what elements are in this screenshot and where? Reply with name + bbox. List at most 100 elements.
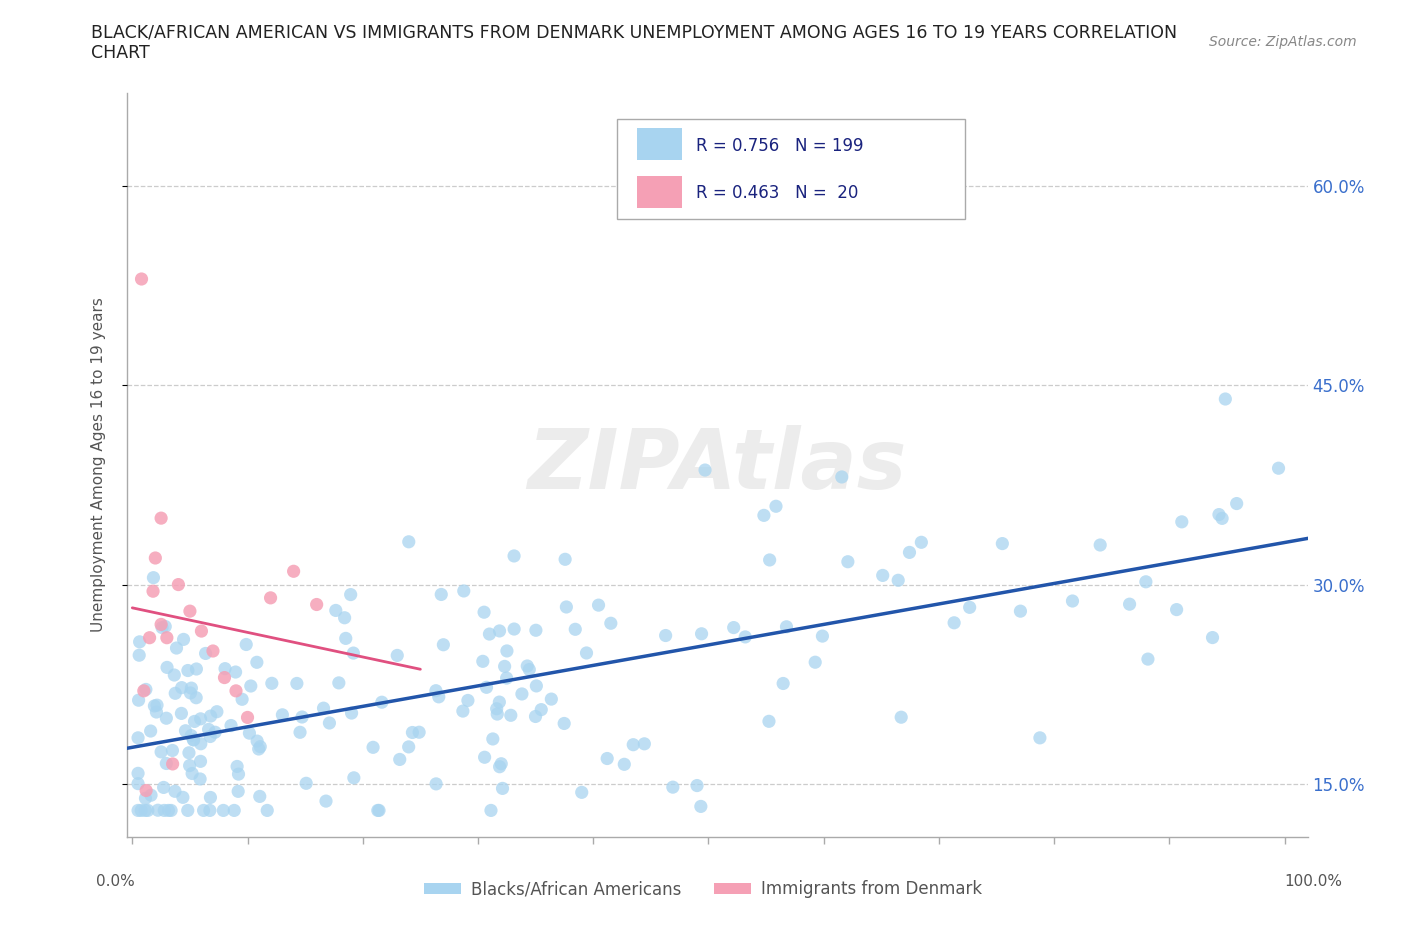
Point xyxy=(188,772,211,787)
Point xyxy=(142,570,165,585)
Point xyxy=(494,659,516,674)
Point xyxy=(482,732,505,747)
Point xyxy=(167,578,190,592)
Point xyxy=(1208,507,1230,522)
Point xyxy=(150,617,173,631)
Point xyxy=(599,616,621,631)
Point xyxy=(128,693,150,708)
Point xyxy=(179,758,201,773)
Point xyxy=(524,623,547,638)
Point xyxy=(177,663,200,678)
Y-axis label: Unemployment Among Ages 16 to 19 years: Unemployment Among Ages 16 to 19 years xyxy=(91,298,105,632)
Point xyxy=(162,756,184,771)
FancyBboxPatch shape xyxy=(617,119,965,219)
Point xyxy=(177,745,200,760)
Point xyxy=(249,739,271,754)
Text: Source: ZipAtlas.com: Source: ZipAtlas.com xyxy=(1209,35,1357,49)
Point xyxy=(134,790,156,805)
Point xyxy=(136,803,159,817)
Point xyxy=(654,628,676,643)
Point xyxy=(342,645,364,660)
Point xyxy=(479,803,502,817)
Bar xyxy=(637,127,682,160)
Point xyxy=(156,631,179,645)
Point xyxy=(152,780,174,795)
Point xyxy=(226,784,249,799)
Point xyxy=(295,776,318,790)
Point xyxy=(1267,460,1289,475)
Point xyxy=(325,603,347,618)
Point xyxy=(371,695,394,710)
Point xyxy=(890,710,912,724)
Point xyxy=(555,600,578,615)
Point xyxy=(135,682,157,697)
Point xyxy=(146,803,169,817)
Point xyxy=(145,705,167,720)
Point xyxy=(247,741,270,756)
Point xyxy=(174,724,197,738)
Point xyxy=(235,637,257,652)
Point xyxy=(453,583,475,598)
Point xyxy=(693,462,716,477)
Point xyxy=(503,549,526,564)
Point xyxy=(517,662,540,677)
Point xyxy=(162,743,184,758)
Point xyxy=(831,470,853,485)
Text: 100.0%: 100.0% xyxy=(1285,874,1343,889)
Point xyxy=(485,701,508,716)
Point xyxy=(129,803,152,817)
Point xyxy=(186,661,208,676)
Point xyxy=(488,759,510,774)
Point xyxy=(1118,597,1140,612)
Point xyxy=(474,750,496,764)
Point xyxy=(200,790,222,804)
Point xyxy=(689,799,711,814)
Point xyxy=(1062,593,1084,608)
Point xyxy=(472,604,495,619)
Point xyxy=(662,779,685,794)
Point xyxy=(127,730,149,745)
Point xyxy=(127,777,149,791)
Point xyxy=(457,693,479,708)
Point xyxy=(361,740,384,755)
Point xyxy=(475,680,498,695)
Point xyxy=(1010,604,1032,618)
Point xyxy=(228,766,250,781)
Point xyxy=(260,676,283,691)
Point xyxy=(225,665,247,680)
Point xyxy=(150,620,173,635)
Point xyxy=(238,725,260,740)
Point xyxy=(170,680,193,695)
Point xyxy=(496,644,519,658)
Point xyxy=(723,620,745,635)
Point xyxy=(387,648,409,663)
Point xyxy=(430,587,453,602)
Point xyxy=(765,498,787,513)
Point xyxy=(315,793,337,808)
Point xyxy=(193,803,215,817)
Point xyxy=(194,646,217,661)
Point xyxy=(173,632,195,647)
Point xyxy=(150,511,173,525)
Point xyxy=(368,803,391,817)
Point xyxy=(153,803,176,817)
Point xyxy=(190,624,212,639)
Point xyxy=(1226,496,1249,511)
Point xyxy=(197,722,219,737)
Point xyxy=(183,733,205,748)
Point xyxy=(163,784,186,799)
Point xyxy=(339,587,361,602)
Point xyxy=(131,272,153,286)
Point xyxy=(236,710,259,724)
Point xyxy=(489,756,512,771)
Point xyxy=(425,684,447,698)
Point xyxy=(214,671,236,685)
Point xyxy=(991,536,1014,551)
Point xyxy=(283,564,305,578)
Point xyxy=(772,676,794,691)
Point xyxy=(249,789,271,804)
Point xyxy=(401,725,423,740)
Point xyxy=(1211,511,1233,525)
Point xyxy=(155,711,177,725)
Point xyxy=(408,724,430,739)
